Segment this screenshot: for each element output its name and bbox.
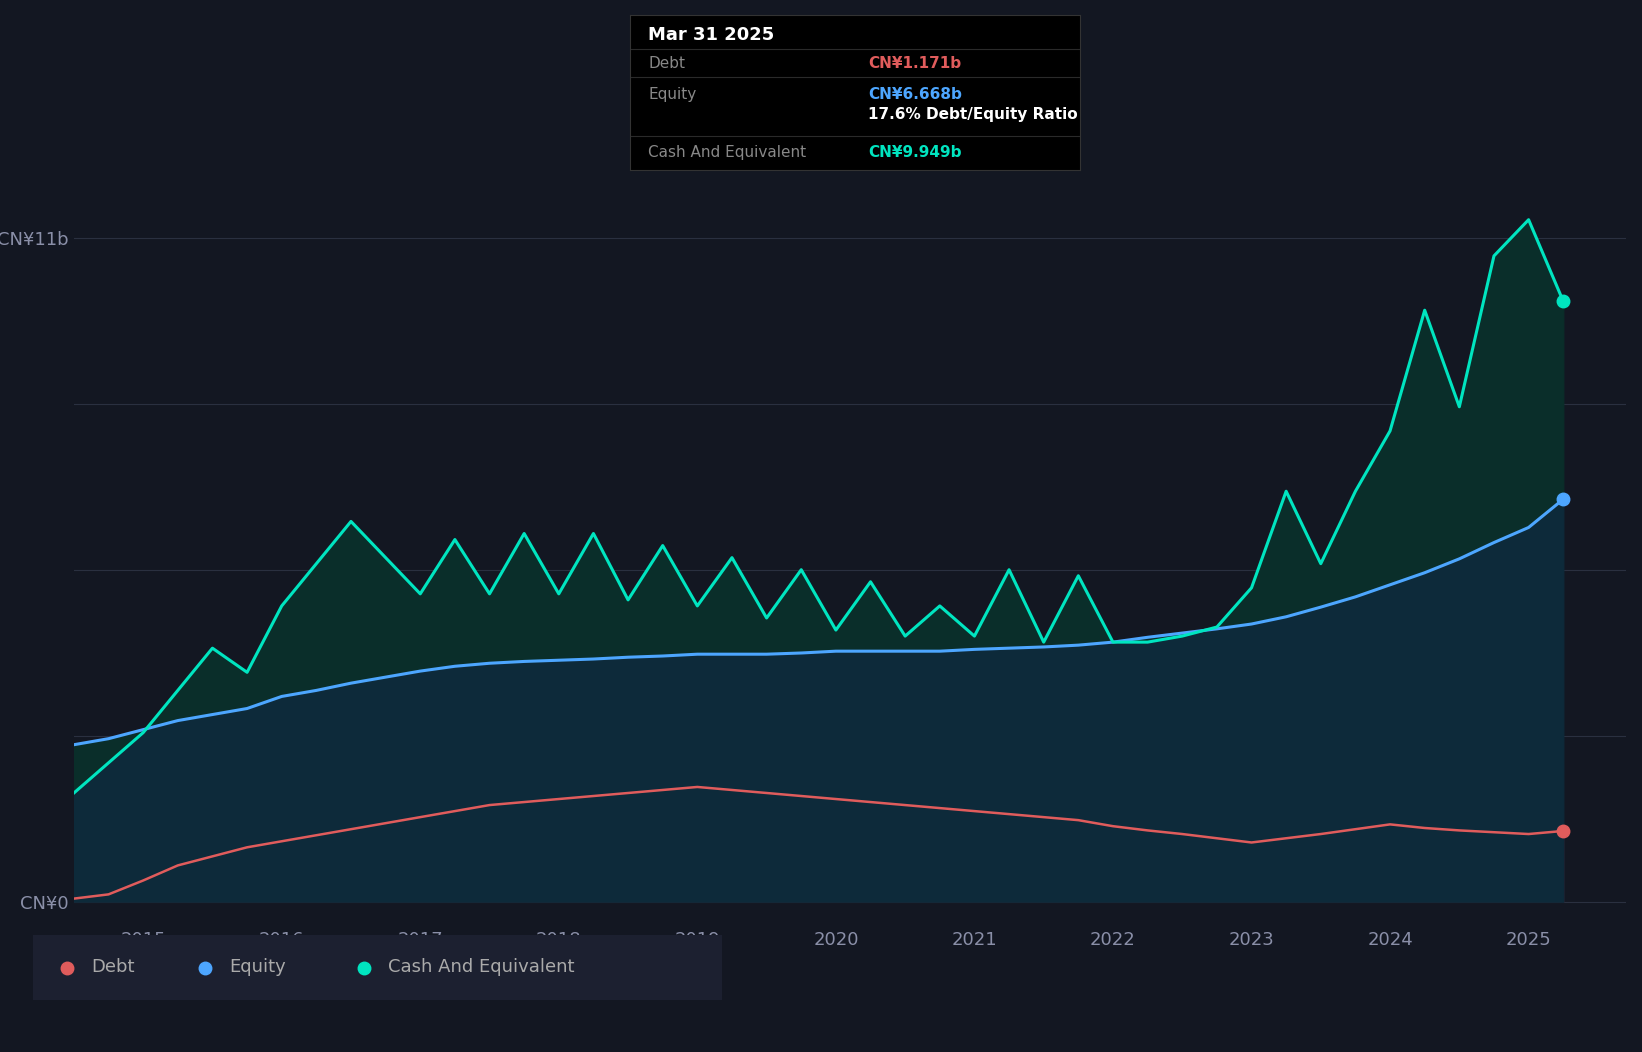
Text: Equity: Equity [230, 958, 286, 976]
Text: CN¥1.171b: CN¥1.171b [869, 56, 962, 70]
Text: CN¥9.949b: CN¥9.949b [869, 145, 962, 161]
Text: Cash And Equivalent: Cash And Equivalent [388, 958, 575, 976]
Text: CN¥6.668b: CN¥6.668b [869, 86, 962, 102]
Text: Mar 31 2025: Mar 31 2025 [649, 26, 775, 44]
Text: Cash And Equivalent: Cash And Equivalent [649, 145, 806, 161]
Text: 17.6% Debt/Equity Ratio: 17.6% Debt/Equity Ratio [869, 106, 1079, 122]
Text: Equity: Equity [649, 86, 696, 102]
Text: Debt: Debt [92, 958, 135, 976]
Text: Debt: Debt [649, 56, 685, 70]
